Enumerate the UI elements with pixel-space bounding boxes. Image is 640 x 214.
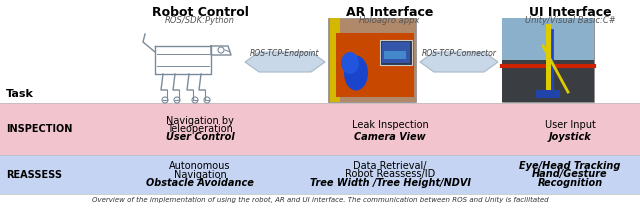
Bar — [0, 155, 640, 194]
Text: Overview of the implementation of using the robot, AR and UI interface. The comm: Overview of the implementation of using … — [92, 197, 548, 203]
Text: Data Retrieval/: Data Retrieval/ — [353, 161, 427, 171]
Text: Joystick: Joystick — [548, 132, 591, 143]
Bar — [536, 90, 560, 98]
Text: Navigation by: Navigation by — [166, 116, 234, 125]
Text: Camera View: Camera View — [354, 132, 426, 143]
Text: Tree Width /Tree Height/NDVI: Tree Width /Tree Height/NDVI — [310, 178, 470, 188]
Text: Unity/Visual Basic:C#: Unity/Visual Basic:C# — [525, 16, 616, 25]
Bar — [0, 103, 640, 155]
Ellipse shape — [344, 55, 368, 91]
Text: Eye/Head Tracking: Eye/Head Tracking — [519, 161, 621, 171]
Text: INSPECTION: INSPECTION — [6, 124, 72, 134]
Text: Teleoperation: Teleoperation — [167, 124, 233, 134]
Bar — [384, 51, 406, 59]
Text: ROS-TCP-Connector: ROS-TCP-Connector — [422, 49, 497, 58]
Polygon shape — [245, 52, 325, 72]
Text: UI Interface: UI Interface — [529, 6, 611, 19]
Bar — [502, 18, 594, 60]
Bar — [502, 60, 594, 102]
Text: Navigation: Navigation — [173, 169, 227, 180]
Text: ROS/SDK:Python: ROS/SDK:Python — [165, 16, 235, 25]
Text: AR Interface: AR Interface — [346, 6, 434, 19]
Bar — [328, 18, 416, 102]
Bar — [330, 18, 340, 102]
Text: Task: Task — [6, 89, 34, 99]
Bar — [380, 40, 412, 65]
Text: Hand/Gesture: Hand/Gesture — [532, 169, 608, 180]
Text: Holoagro.appx: Holoagro.appx — [359, 16, 420, 25]
Bar — [502, 18, 594, 102]
Bar — [336, 33, 414, 97]
Ellipse shape — [341, 52, 359, 74]
Text: Obstacle Avoidance: Obstacle Avoidance — [146, 178, 254, 188]
Text: REASSESS: REASSESS — [6, 169, 62, 180]
Text: User Input: User Input — [545, 120, 595, 130]
Text: User Control: User Control — [166, 132, 234, 143]
Text: Robot Reassess/ID: Robot Reassess/ID — [345, 169, 435, 180]
Polygon shape — [420, 52, 498, 72]
Text: Robot Control: Robot Control — [152, 6, 248, 19]
Text: Leak Inspection: Leak Inspection — [351, 120, 428, 130]
Text: ROS-TCP-Endpoint: ROS-TCP-Endpoint — [250, 49, 320, 58]
Text: Autonomous: Autonomous — [169, 161, 231, 171]
Bar — [546, 24, 551, 94]
Bar — [382, 42, 410, 63]
Text: Recognition: Recognition — [538, 178, 603, 188]
